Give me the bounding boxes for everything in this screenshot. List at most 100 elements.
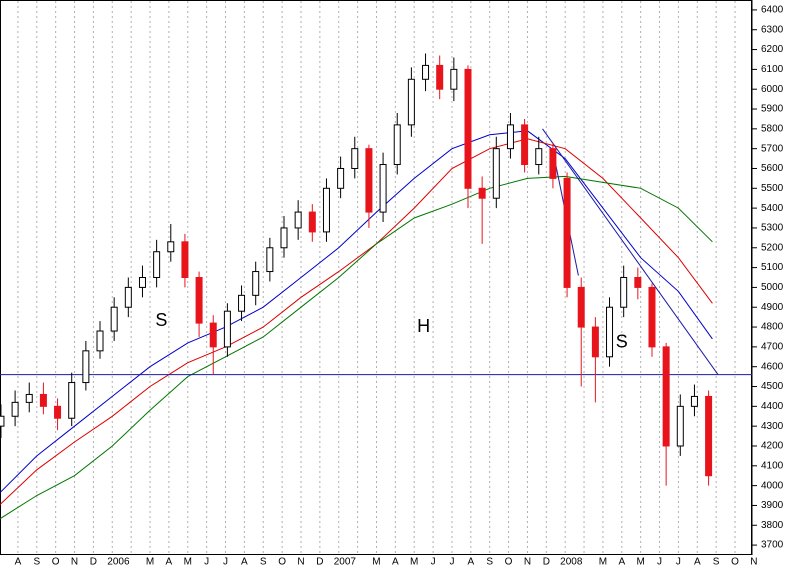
candle-body bbox=[705, 395, 713, 477]
y-tick-label: 6100 bbox=[761, 64, 784, 75]
x-tick-label: S bbox=[260, 557, 267, 568]
x-tick-label: A bbox=[241, 557, 248, 568]
x-tick-label: S bbox=[486, 557, 493, 568]
candle-body bbox=[436, 64, 444, 90]
candle-body bbox=[223, 310, 231, 348]
candle-body bbox=[662, 346, 670, 447]
candle-body bbox=[138, 277, 146, 288]
x-tick-label: N bbox=[297, 557, 304, 568]
y-tick-label: 4900 bbox=[761, 302, 784, 313]
x-tick-label: M bbox=[599, 557, 607, 568]
x-tick-label: D bbox=[543, 557, 550, 568]
candle-body bbox=[577, 286, 585, 328]
x-tick-label: O bbox=[52, 557, 60, 568]
candle-body bbox=[167, 241, 175, 253]
candle-body bbox=[294, 211, 302, 229]
moving-average bbox=[0, 130, 713, 494]
candle-body bbox=[606, 306, 614, 358]
candle-body bbox=[535, 148, 543, 166]
candle-body bbox=[506, 124, 514, 150]
x-tick-label: M bbox=[636, 557, 644, 568]
candle-body bbox=[620, 277, 628, 308]
y-tick-label: 4400 bbox=[761, 401, 784, 412]
y-tick-label: 6200 bbox=[761, 44, 784, 55]
y-tick-label: 6300 bbox=[761, 24, 784, 35]
candle-body bbox=[252, 271, 260, 296]
x-tick-label: D bbox=[90, 557, 97, 568]
x-tick-label: 2006 bbox=[107, 557, 130, 568]
candle-body bbox=[280, 227, 288, 249]
candle-body bbox=[82, 350, 90, 384]
x-tick-label: A bbox=[15, 557, 22, 568]
candle-body bbox=[549, 148, 557, 179]
candle-body bbox=[450, 68, 458, 90]
x-tick-label: J bbox=[204, 557, 209, 568]
candle-body bbox=[124, 286, 132, 308]
candle-body bbox=[54, 405, 62, 419]
x-tick-label: A bbox=[618, 557, 625, 568]
y-tick-label: 5800 bbox=[761, 123, 784, 134]
y-tick-label: 6000 bbox=[761, 84, 784, 95]
x-tick-label: M bbox=[146, 557, 154, 568]
candle-body bbox=[676, 405, 684, 447]
x-tick-label: A bbox=[467, 557, 474, 568]
candle-body bbox=[96, 330, 104, 352]
x-tick-label: 2007 bbox=[334, 557, 357, 568]
candle-body bbox=[0, 415, 5, 427]
y-tick-label: 4500 bbox=[761, 381, 784, 392]
y-tick-label: 4100 bbox=[761, 460, 784, 471]
x-tick-label: M bbox=[372, 557, 380, 568]
candle-body bbox=[351, 148, 359, 169]
x-tick-label: N bbox=[524, 557, 531, 568]
y-tick-label: 4700 bbox=[761, 342, 784, 353]
y-tick-label: 5200 bbox=[761, 242, 784, 253]
y-tick-label: 6400 bbox=[761, 5, 784, 16]
y-tick-label: 4000 bbox=[761, 480, 784, 491]
candle-body bbox=[379, 164, 387, 213]
y-tick-label: 5900 bbox=[761, 104, 784, 115]
x-tick-label: O bbox=[278, 557, 286, 568]
x-tick-label: A bbox=[694, 557, 701, 568]
candle-body bbox=[266, 247, 274, 273]
candle-body bbox=[634, 277, 642, 288]
candle-body bbox=[181, 241, 189, 278]
x-tick-label: J bbox=[431, 557, 436, 568]
moving-average bbox=[0, 175, 713, 520]
candle-body bbox=[322, 187, 330, 233]
candle-body bbox=[153, 251, 161, 279]
y-tick-label: 5400 bbox=[761, 203, 784, 214]
x-tick-label: M bbox=[410, 557, 418, 568]
x-tick-label: J bbox=[449, 557, 454, 568]
y-tick-label: 5000 bbox=[761, 282, 784, 293]
y-tick-label: 4300 bbox=[761, 421, 784, 432]
x-tick-label: N bbox=[71, 557, 78, 568]
moving-average bbox=[0, 138, 713, 506]
candle-body bbox=[68, 382, 76, 419]
y-tick-label: 3900 bbox=[761, 500, 784, 511]
candle-body bbox=[690, 395, 698, 407]
annotation: H bbox=[417, 316, 430, 336]
x-tick-label: N bbox=[750, 557, 757, 568]
x-tick-label: O bbox=[731, 557, 739, 568]
x-tick-label: J bbox=[223, 557, 228, 568]
x-tick-label: D bbox=[316, 557, 323, 568]
x-tick-label: S bbox=[33, 557, 40, 568]
candle-body bbox=[238, 294, 246, 312]
y-tick-label: 3800 bbox=[761, 520, 784, 531]
trend-line bbox=[542, 128, 719, 375]
candle-body bbox=[464, 68, 472, 189]
candle-body bbox=[492, 148, 500, 199]
y-tick-label: 5100 bbox=[761, 262, 784, 273]
candle-body bbox=[521, 124, 529, 166]
candle-body bbox=[11, 401, 19, 417]
x-tick-label: J bbox=[657, 557, 662, 568]
candle-body bbox=[25, 393, 33, 403]
y-tick-label: 5500 bbox=[761, 183, 784, 194]
y-tick-label: 4200 bbox=[761, 441, 784, 452]
candle-body bbox=[195, 277, 203, 324]
candle-body bbox=[365, 148, 373, 213]
y-tick-label: 3700 bbox=[761, 540, 784, 551]
candle-body bbox=[422, 64, 430, 80]
annotation: S bbox=[155, 310, 167, 330]
